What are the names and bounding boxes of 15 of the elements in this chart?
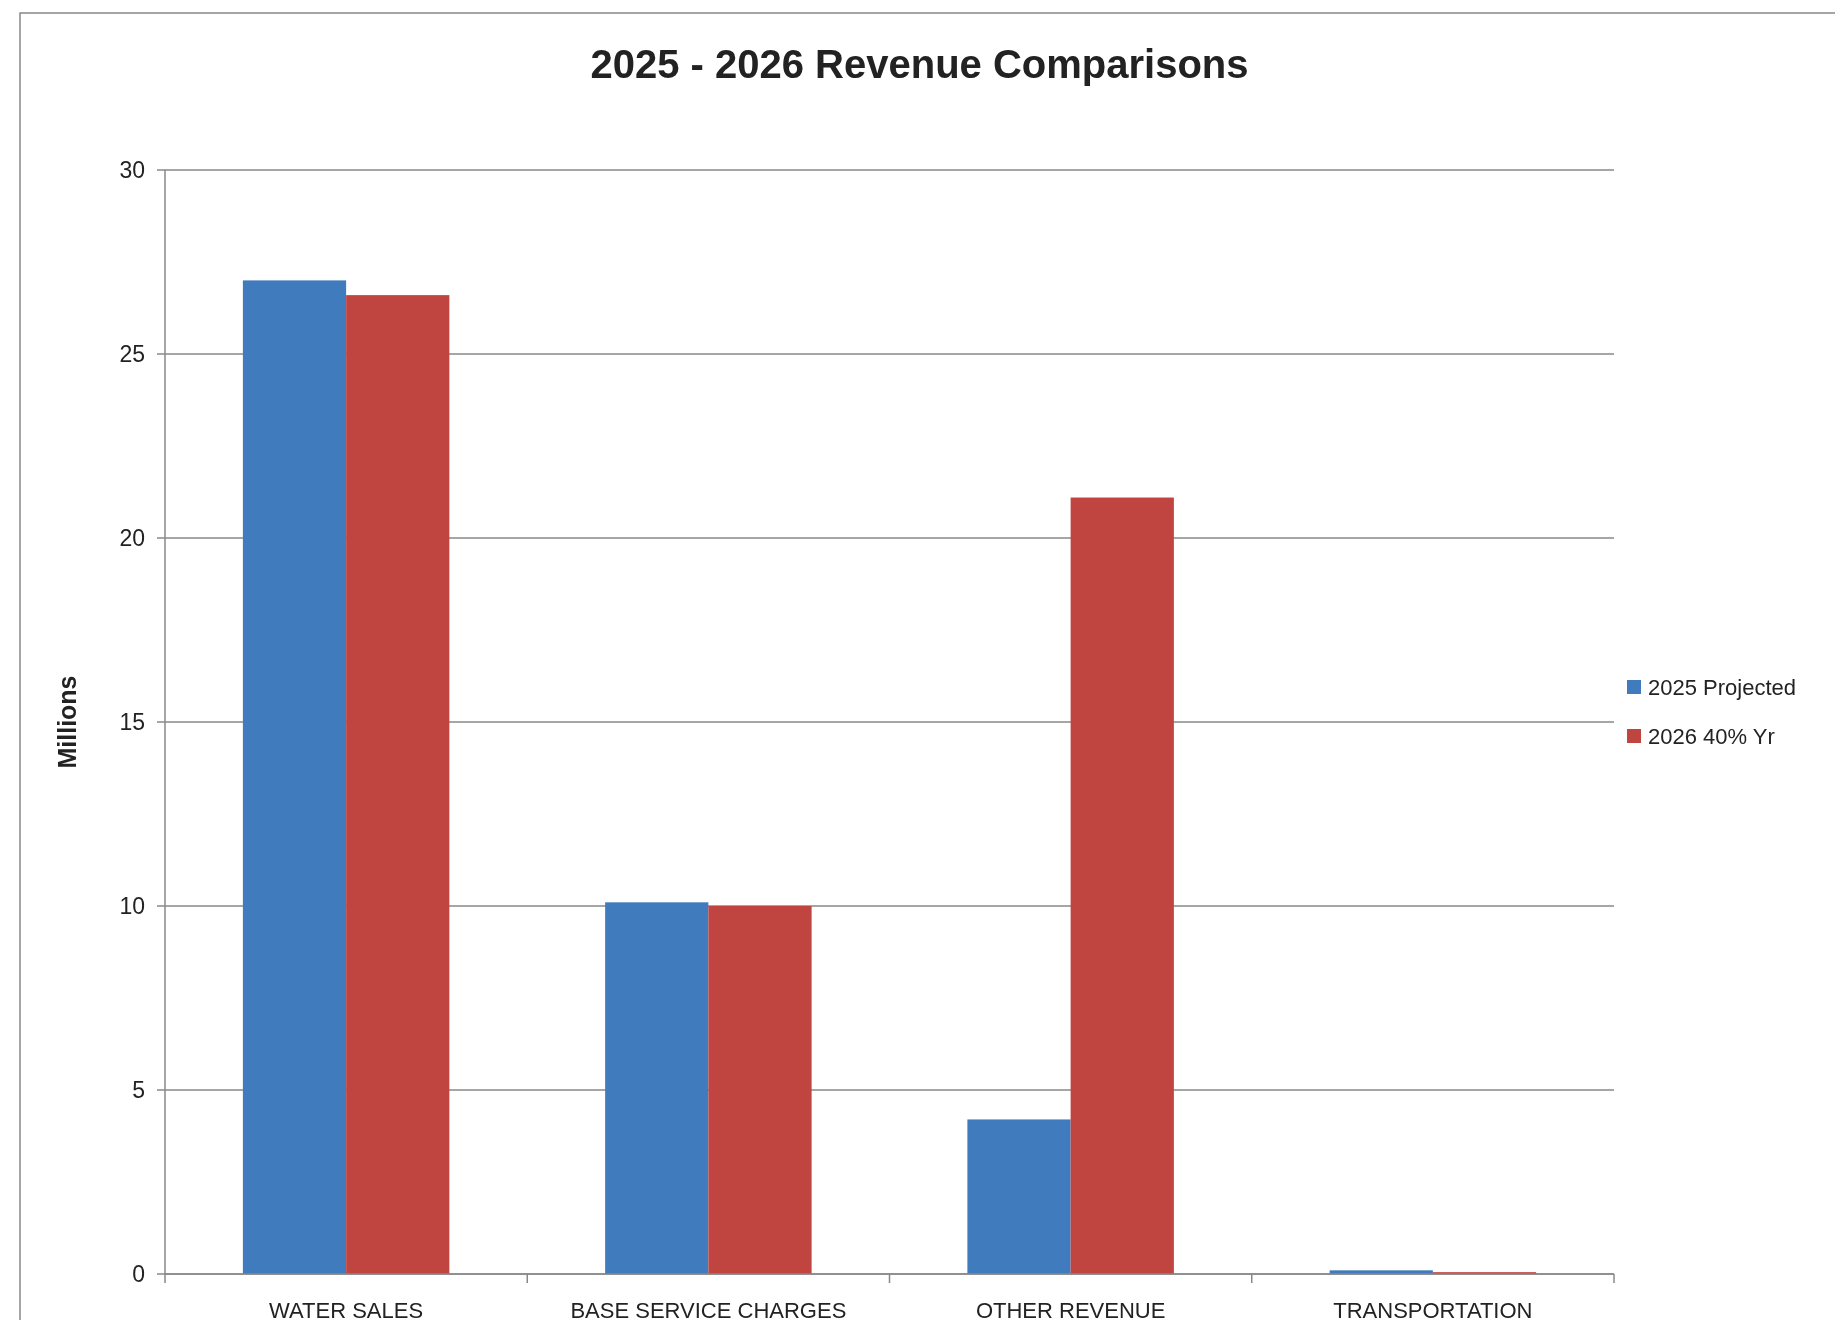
y-tick-label: 10 bbox=[119, 893, 145, 920]
x-tick-label: WATER SALES bbox=[269, 1298, 424, 1320]
y-tick-label: 20 bbox=[119, 525, 145, 552]
y-tick-label: 0 bbox=[132, 1261, 145, 1288]
y-axis-title: Millions bbox=[53, 675, 81, 769]
y-tick-label: 25 bbox=[119, 341, 145, 368]
chart-title: 2025 - 2026 Revenue Comparisons bbox=[590, 42, 1249, 86]
y-tick-label: 5 bbox=[132, 1077, 145, 1104]
y-tick-label: 15 bbox=[119, 709, 145, 736]
x-tick-label: OTHER REVENUE bbox=[975, 1298, 1166, 1320]
legend-label: 2025 Projected bbox=[1648, 674, 1796, 700]
x-tick-label: BASE SERVICE CHARGES bbox=[570, 1298, 847, 1320]
legend-label: 2026 40% Yr bbox=[1648, 723, 1775, 749]
y-tick-label: 30 bbox=[119, 157, 145, 184]
x-tick-label: TRANSPORTATION bbox=[1333, 1298, 1533, 1320]
